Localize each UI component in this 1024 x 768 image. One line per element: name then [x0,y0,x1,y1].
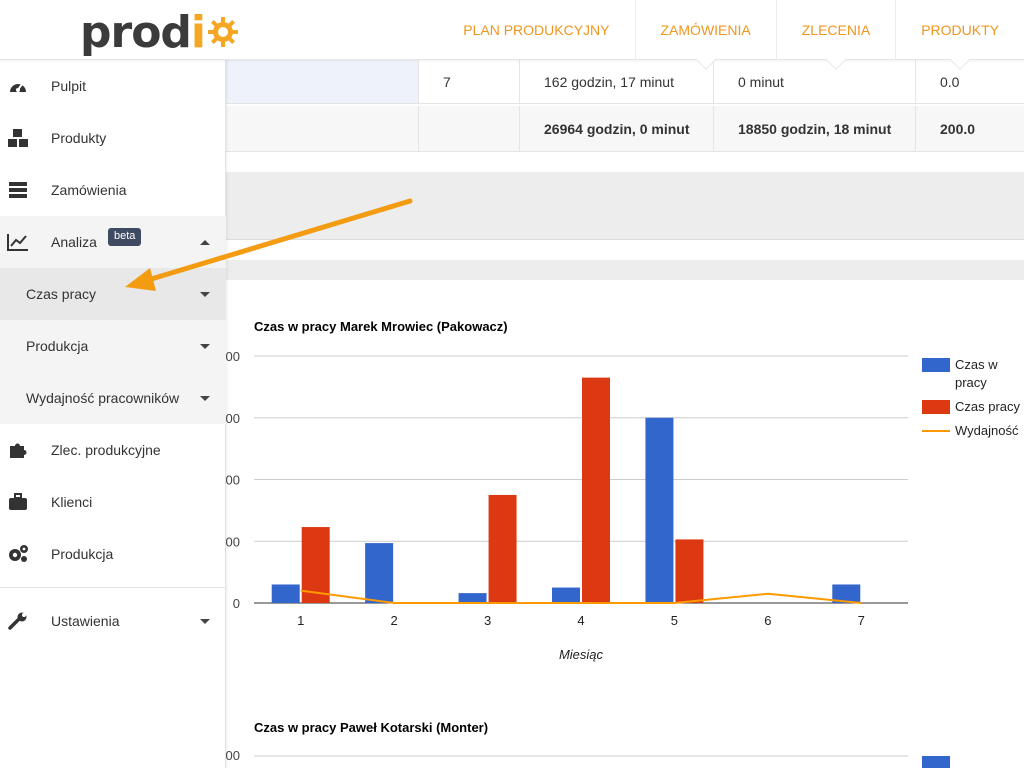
chart-title: Czas w pracy Paweł Kotarski (Monter) [254,720,489,735]
legend-swatch [922,358,950,372]
bar-czas-pracy [675,539,704,603]
puzzle-icon [6,438,30,462]
table-cell: 0 minut [714,60,916,103]
legend-item[interactable]: Czas w pracy [922,356,1024,392]
bar-czas-pracy [301,527,330,603]
chart-title: Czas w pracy Marek Mrowiec (Pakowacz) [254,319,508,334]
bar-chart-pawel-kotarski: 00 [226,748,950,768]
bar-czas-w-pracy [458,593,487,603]
logo-text: prodi [80,6,206,58]
sidebar-subitem-wydajnosc[interactable]: Wydajność pracowników [0,372,226,424]
y-tick-label: 00 [226,349,240,364]
x-tick-label: 6 [764,613,771,628]
top-header: prodi PLAN PRODUKCYJNY ZAMÓWIENIA ZLECEN… [0,0,1024,70]
main-content: 7 162 godzin, 17 minut 0 minut 0.0 26964… [226,60,1024,768]
briefcase-icon [6,490,30,514]
sidebar-item-produkty[interactable]: Produkty [0,112,226,164]
table-cell [419,106,520,151]
x-tick-label: 4 [577,613,584,628]
sidebar-divider [0,587,226,588]
sidebar-item-zamowienia[interactable]: Zamówienia [0,164,226,216]
legend-label: Czas w pracy [955,357,998,390]
x-tick-label: 2 [391,613,398,628]
legend-label: Wydajność [955,423,1019,438]
x-axis-title: Miesiąc [559,647,604,662]
bar-czas-pracy [488,494,517,603]
legend-item[interactable]: Czas pracy [922,398,1024,416]
gear-logo-icon [208,17,239,47]
sidebar-subitem-produkcja[interactable]: Produkcja [0,320,226,372]
beta-badge: beta [108,228,142,246]
x-tick-label: 1 [297,613,304,628]
caret-down-icon [200,618,210,624]
sidebar-item-pulpit[interactable]: Pulpit [0,60,226,112]
caret-down-icon [200,343,210,349]
sidebar: Pulpit Produkty Zamówienia Analiza beta … [0,60,226,768]
sidebar-item-zlec-produkcyjne[interactable]: Zlec. produkcyjne [0,424,226,476]
y-tick-label: 00 [226,411,240,426]
table-cell: 18850 godzin, 18 minut [714,106,916,151]
nav-plan-produkcyjny[interactable]: PLAN PRODUKCYJNY [463,22,610,38]
table-cell: 200.0 [940,120,976,137]
bar-czas-w-pracy [645,417,674,603]
wrench-icon [6,609,30,633]
nav-zlecenia[interactable]: ZLECENIA [775,0,895,70]
table-row: 7 162 godzin, 17 minut 0 minut 0.0 [226,60,1024,104]
table-cell [226,60,419,103]
sidebar-item-produkcja[interactable]: Produkcja [0,528,226,580]
dashboard-icon [6,74,30,98]
section-band [226,172,1024,240]
table-cell: 162 godzin, 17 minut [520,60,714,103]
bar-czas-w-pracy [365,543,394,603]
y-tick-label: 0 [233,596,240,611]
sidebar-subitem-czas-pracy[interactable]: Czas pracy [0,268,226,320]
server-icon [6,178,30,202]
bar-czas-w-pracy [552,587,580,603]
legend-item[interactable]: Wydajność [922,422,1024,440]
table-summary-row: 26964 godzin, 0 minut 18850 godzin, 18 m… [226,106,1024,152]
caret-down-icon [200,395,210,401]
caret-down-icon [200,291,210,297]
x-tick-label: 3 [484,613,491,628]
cubes-icon [6,126,30,150]
x-tick-label: 7 [858,613,865,628]
legend-swatch [922,756,950,768]
bar-czas-pracy [582,377,610,603]
bar-czas-w-pracy [832,584,861,603]
sidebar-item-analiza[interactable]: Analiza beta [0,216,226,268]
table-cell: 26964 godzin, 0 minut [520,106,714,151]
legend-swatch [922,400,950,414]
nav-produkty[interactable]: PRODUKTY [895,0,1024,70]
legend-line [922,430,950,432]
section-band [226,260,1024,280]
bar-czas-w-pracy [271,584,300,603]
table-cell: 7 [419,60,520,103]
caret-up-icon [200,239,210,245]
y-tick-label: 00 [226,534,240,549]
nav-zamowienia[interactable]: ZAMÓWIENIA [634,0,776,70]
prodio-logo[interactable]: prodi [80,6,239,58]
chart-legend: Czas w pracy Czas pracy Wydajność [922,356,1024,446]
gears-icon [6,542,30,566]
sidebar-item-klienci[interactable]: Klienci [0,476,226,528]
line-chart-icon [6,230,30,254]
table-cell: 0.0 [940,73,960,90]
table-cell [226,106,419,151]
line-wydajnosc [300,589,862,604]
top-nav: PLAN PRODUKCYJNY ZAMÓWIENIA ZLECENIA PRO… [463,0,1024,70]
y-tick-label: 00 [226,748,240,763]
legend-label: Czas pracy [955,399,1021,414]
sidebar-item-ustawienia[interactable]: Ustawienia [0,595,226,647]
x-tick-label: 5 [671,613,678,628]
y-tick-label: 00 [226,473,240,488]
